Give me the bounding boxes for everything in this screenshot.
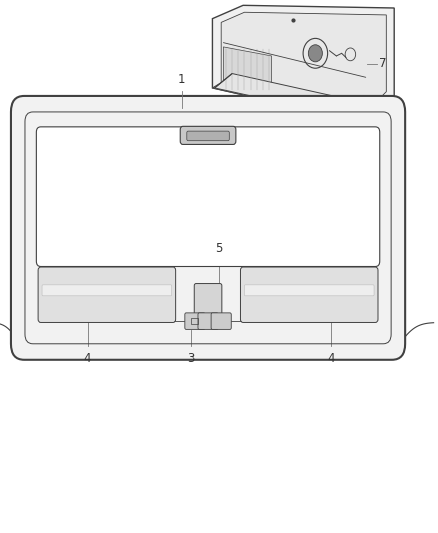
FancyBboxPatch shape [180, 126, 236, 144]
FancyBboxPatch shape [198, 313, 218, 329]
Text: 4: 4 [84, 352, 92, 365]
FancyBboxPatch shape [194, 284, 222, 317]
Polygon shape [223, 47, 272, 92]
FancyBboxPatch shape [11, 96, 405, 360]
FancyBboxPatch shape [187, 131, 230, 141]
FancyBboxPatch shape [240, 267, 378, 322]
Circle shape [308, 45, 322, 62]
FancyBboxPatch shape [244, 285, 374, 296]
Polygon shape [221, 12, 386, 115]
FancyBboxPatch shape [36, 127, 380, 266]
FancyBboxPatch shape [211, 313, 231, 329]
Text: 1: 1 [178, 74, 186, 86]
Polygon shape [212, 83, 366, 123]
FancyBboxPatch shape [38, 267, 176, 322]
FancyBboxPatch shape [42, 285, 172, 296]
Polygon shape [215, 74, 381, 121]
Text: 7: 7 [379, 58, 386, 70]
Text: 5: 5 [215, 243, 223, 255]
Text: 4: 4 [327, 352, 335, 365]
Text: 3: 3 [187, 352, 194, 365]
Polygon shape [212, 5, 394, 123]
FancyBboxPatch shape [185, 313, 205, 329]
